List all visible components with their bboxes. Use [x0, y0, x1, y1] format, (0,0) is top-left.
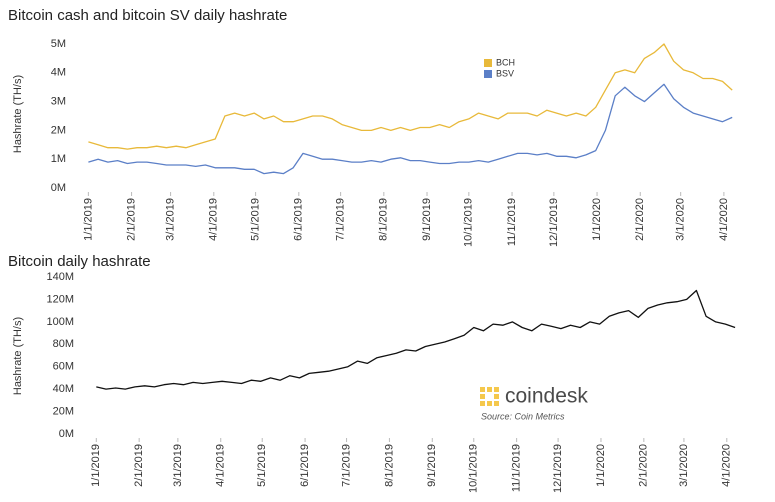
y-tick-label: 2M — [51, 124, 66, 136]
x-tick-label: 3/1/2020 — [678, 444, 690, 487]
x-tick-label: 8/1/2019 — [378, 198, 390, 241]
series-line — [88, 43, 733, 150]
x-tick-label: 1/1/2019 — [82, 198, 94, 241]
x-tick-label: 11/1/2019 — [506, 198, 518, 246]
legend-label: BSV — [496, 68, 514, 78]
x-tick-label: 5/1/2019 — [250, 198, 262, 241]
y-tick-label: 80M — [53, 338, 74, 350]
legend-swatch — [484, 70, 492, 78]
x-tick-label: 12/1/2019 — [552, 444, 564, 493]
watermark-logo — [480, 387, 499, 406]
x-tick-label: 8/1/2019 — [383, 444, 395, 487]
x-tick-label: 4/1/2019 — [208, 198, 220, 241]
x-tick-label: 3/1/2020 — [675, 198, 687, 241]
y-tick-label: 60M — [53, 361, 74, 373]
y-tick-label: 120M — [46, 293, 74, 305]
x-tick-label: 1/1/2019 — [90, 444, 102, 487]
x-tick-label: 1/1/2020 — [595, 444, 607, 487]
x-tick-label: 11/1/2019 — [511, 444, 523, 492]
x-tick-label: 2/1/2020 — [638, 444, 650, 487]
x-tick-label: 4/1/2020 — [718, 198, 730, 241]
source: Source: Coin Metrics — [481, 411, 565, 421]
y-tick-label: 4M — [51, 67, 66, 79]
x-tick-label: 2/1/2020 — [634, 198, 646, 241]
x-tick-label: 5/1/2019 — [256, 444, 268, 487]
x-tick-label: 6/1/2019 — [293, 198, 305, 241]
y-tick-label: 100M — [46, 316, 74, 328]
y-tick-label: 140M — [46, 271, 74, 283]
chart-title: Bitcoin daily hashrate — [8, 253, 151, 270]
x-tick-label: 6/1/2019 — [299, 444, 311, 487]
y-tick-label: 0M — [51, 182, 66, 194]
x-tick-label: 10/1/2019 — [463, 198, 475, 247]
series-line — [88, 83, 733, 175]
y-tick-label: 1M — [51, 153, 66, 165]
x-tick-label: 12/1/2019 — [548, 198, 560, 247]
x-tick-label: 1/1/2020 — [591, 198, 603, 241]
legend-swatch — [484, 59, 492, 67]
y-tick-label: 0M — [59, 428, 74, 440]
x-tick-label: 2/1/2019 — [125, 198, 137, 241]
x-tick-label: 7/1/2019 — [335, 198, 347, 241]
y-axis-label: Hashrate (TH/s) — [12, 75, 24, 153]
x-tick-label: 2/1/2019 — [133, 444, 145, 487]
x-tick-label: 9/1/2019 — [426, 444, 438, 487]
y-tick-label: 5M — [51, 38, 66, 50]
x-tick-label: 3/1/2019 — [164, 198, 176, 241]
x-tick-label: 3/1/2019 — [172, 444, 184, 487]
y-tick-label: 40M — [53, 383, 74, 395]
x-tick-label: 10/1/2019 — [468, 444, 480, 493]
watermark: coindesk — [505, 385, 588, 408]
y-axis-label: Hashrate (TH/s) — [12, 317, 24, 395]
x-tick-label: 9/1/2019 — [421, 198, 433, 241]
y-tick-label: 20M — [53, 405, 74, 417]
x-tick-label: 4/1/2020 — [721, 444, 733, 487]
x-tick-label: 7/1/2019 — [340, 444, 352, 487]
x-tick-label: 4/1/2019 — [215, 444, 227, 487]
chart-title: Bitcoin cash and bitcoin SV daily hashra… — [8, 7, 287, 24]
y-tick-label: 3M — [51, 95, 66, 107]
series-line — [96, 289, 736, 390]
legend-label: BCH — [496, 57, 515, 67]
